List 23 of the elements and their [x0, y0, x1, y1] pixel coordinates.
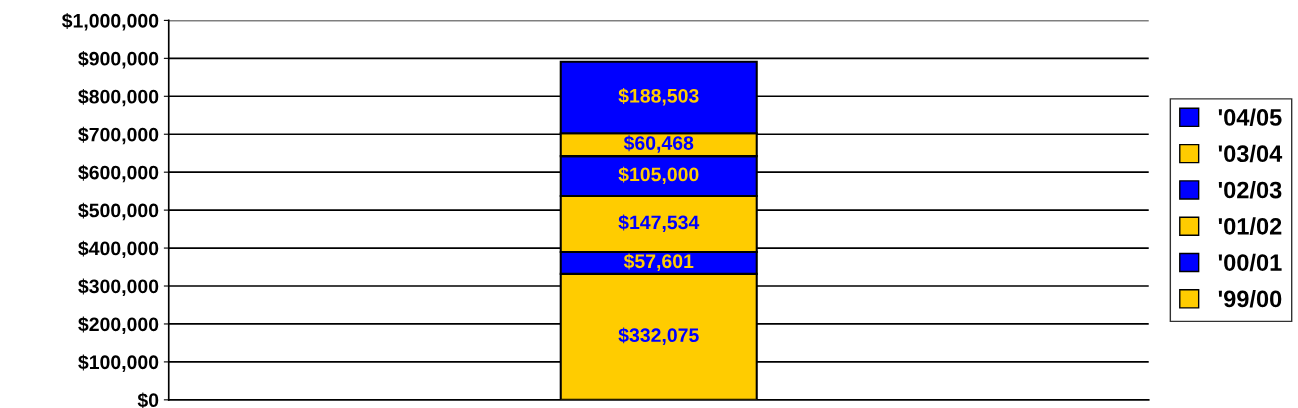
data-label: $60,468	[623, 135, 694, 153]
y-tick-label: $200,000	[78, 316, 159, 335]
data-label: $105,000	[618, 166, 699, 185]
legend-label: '01/02	[1218, 217, 1282, 235]
y-tick-label: $0	[137, 392, 159, 408]
data-label: $188,503	[618, 88, 699, 106]
y-tick-label: $400,000	[78, 240, 159, 259]
y-tick-label: $700,000	[78, 126, 159, 145]
y-tick-label: $300,000	[78, 278, 159, 297]
data-label: $147,534	[618, 214, 700, 233]
legend-label: '04/05	[1218, 108, 1282, 127]
y-tick-label: $500,000	[78, 202, 159, 221]
y-tick-label: $100,000	[78, 354, 159, 372]
data-label: $332,075	[618, 327, 699, 345]
y-tick-label: $1,000,000	[61, 13, 159, 31]
legend-label: '00/01	[1218, 253, 1282, 272]
y-tick-label: $600,000	[78, 164, 159, 183]
legend-label: '02/03	[1218, 181, 1282, 199]
data-label: $57,601	[623, 253, 694, 271]
y-tick-label: $800,000	[78, 88, 159, 107]
legend-label: '03/04	[1218, 144, 1283, 163]
legend-label: '99/00	[1218, 289, 1282, 308]
y-tick-label: $900,000	[78, 50, 159, 69]
